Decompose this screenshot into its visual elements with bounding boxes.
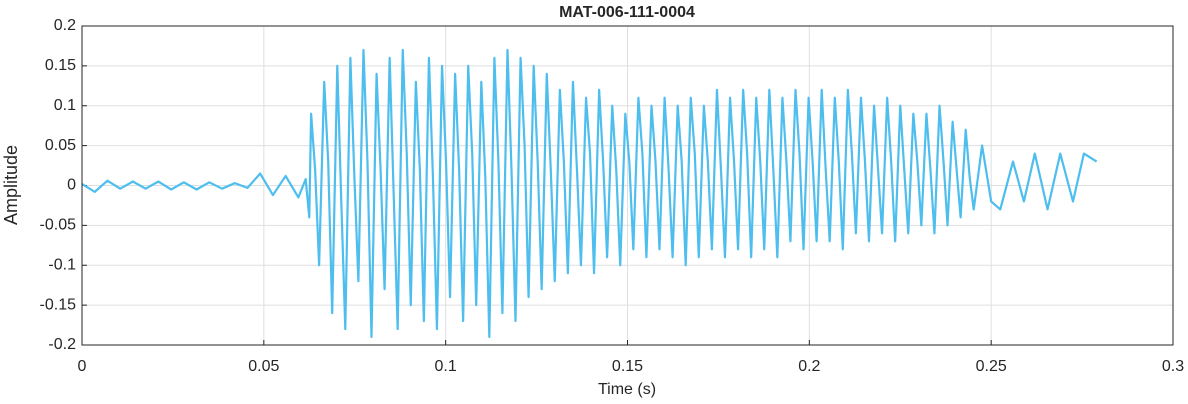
y-tick-label: -0.15: [40, 296, 77, 313]
y-tick-label: -0.05: [40, 217, 77, 234]
x-tick-label: 0.3: [1162, 358, 1184, 375]
y-tick-label: 0.05: [45, 137, 76, 154]
x-tick-label: 0: [78, 358, 87, 375]
y-tick-label: 0: [67, 177, 76, 194]
x-axis-label: Time (s): [598, 381, 656, 398]
chart-title: MAT-006-111-0004: [559, 4, 695, 21]
y-axis-label: Amplitude: [1, 145, 21, 225]
y-tick-label: 0.15: [45, 57, 76, 74]
y-tick-label: 0.1: [54, 97, 76, 114]
x-tick-label: 0.05: [248, 358, 279, 375]
x-tick-label: 0.1: [435, 358, 457, 375]
y-tick-label: -0.2: [48, 336, 76, 353]
axes-box: [81, 25, 1174, 346]
waveform: [81, 48, 1098, 339]
x-tick-label: 0.15: [612, 358, 643, 375]
y-tick-label: 0.2: [54, 17, 76, 34]
x-tick-label: 0.2: [798, 358, 820, 375]
x-tick-label: 0.25: [976, 358, 1007, 375]
y-tick-label: -0.1: [48, 256, 76, 273]
